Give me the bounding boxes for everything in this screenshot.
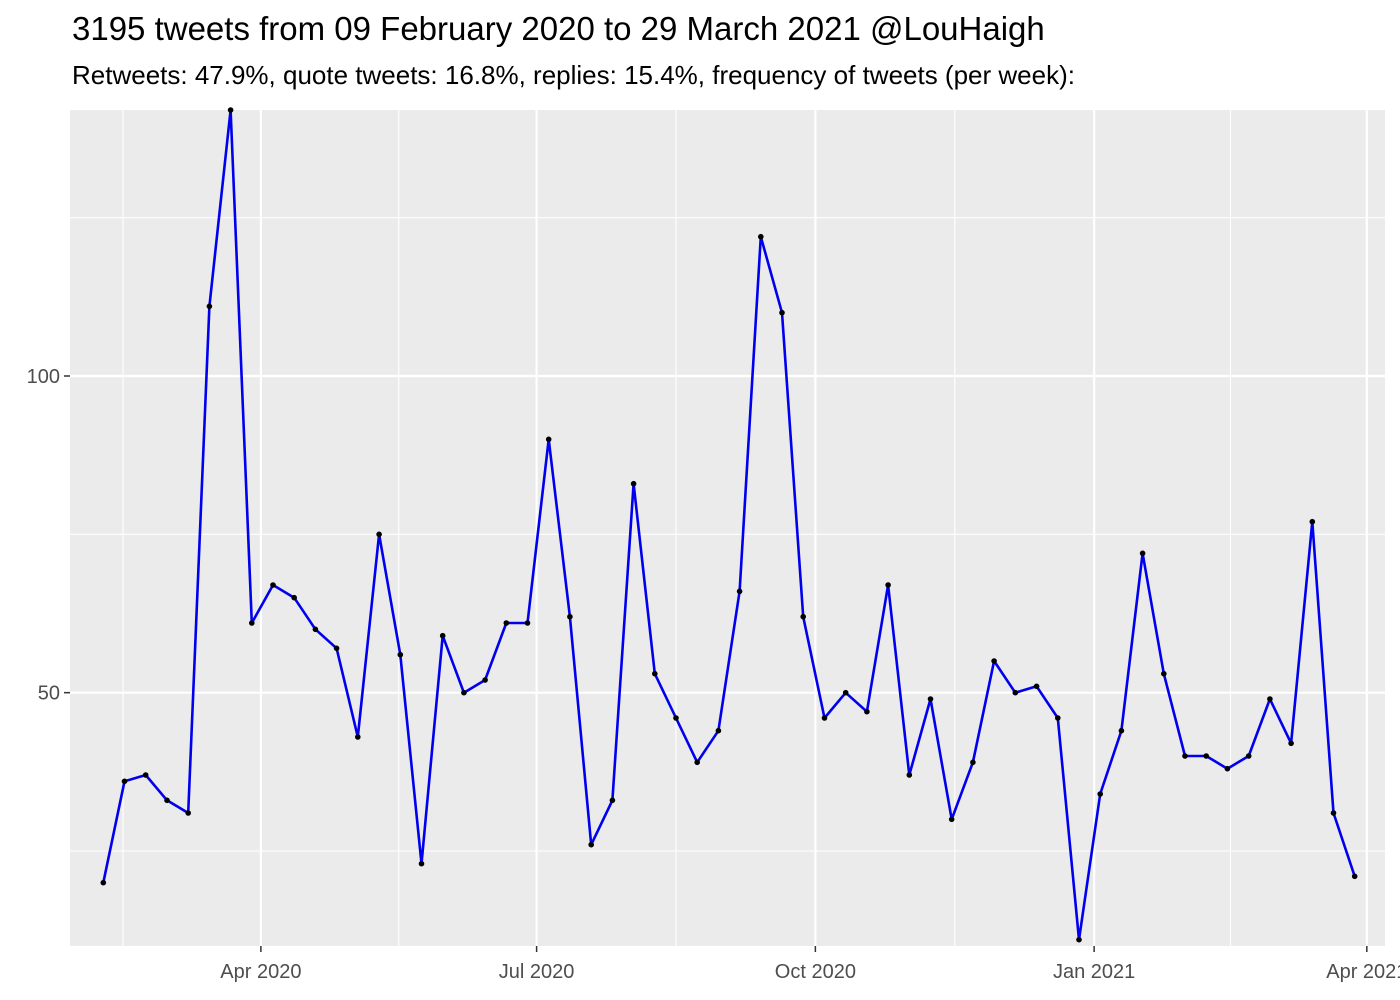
data-point — [1203, 753, 1209, 759]
data-point — [1055, 715, 1061, 721]
data-point — [991, 658, 997, 664]
plot-panel — [70, 110, 1385, 946]
data-point — [864, 708, 870, 715]
data-point — [355, 734, 361, 740]
data-point — [1224, 765, 1231, 772]
data-point — [821, 715, 828, 721]
data-point — [970, 759, 976, 766]
data-point — [927, 696, 934, 702]
data-point — [524, 620, 531, 626]
data-point — [1118, 727, 1125, 734]
data-point — [142, 772, 149, 778]
data-point — [249, 620, 255, 626]
data-point — [439, 632, 446, 639]
x-tick-label: Apr 2021 — [1326, 961, 1400, 983]
data-point — [906, 772, 913, 778]
data-point — [1033, 683, 1040, 690]
data-point — [312, 626, 319, 633]
data-point — [1245, 753, 1252, 759]
data-point — [100, 879, 107, 886]
data-point — [270, 582, 276, 588]
data-point — [842, 689, 849, 696]
data-point — [503, 620, 510, 626]
data-point — [567, 613, 573, 620]
data-point — [376, 531, 382, 538]
data-point — [694, 759, 700, 766]
data-point — [652, 670, 658, 677]
data-point — [800, 613, 806, 620]
data-point — [1288, 740, 1294, 747]
data-point — [1139, 550, 1146, 557]
data-point — [1309, 518, 1316, 525]
x-tick-label: Jul 2020 — [499, 961, 575, 983]
data-point — [1097, 791, 1103, 797]
x-tick-label: Jan 2021 — [1053, 961, 1135, 983]
chart-subtitle: Retweets: 47.9%, quote tweets: 16.8%, re… — [72, 60, 1075, 90]
series-line — [102, 108, 1356, 942]
data-point — [227, 107, 234, 113]
data-point — [164, 797, 170, 804]
axes: 50 100 Apr 2020 Jul 2020 Oct 2020 Jan 2021 Apr… — [27, 366, 1400, 983]
y-tick-label: 50 — [38, 683, 60, 705]
data-point — [397, 651, 404, 658]
data-point — [673, 715, 679, 721]
data-point — [630, 480, 637, 487]
data-point — [1076, 936, 1082, 943]
data-point — [291, 594, 298, 601]
data-point — [185, 810, 191, 816]
data-point — [206, 303, 213, 310]
data-point — [121, 778, 128, 785]
data-point — [758, 233, 764, 240]
data-point — [1267, 696, 1273, 702]
data-point — [779, 309, 785, 316]
minor-gridlines — [70, 110, 1385, 946]
data-point — [1012, 689, 1019, 696]
data-point — [736, 588, 743, 595]
data-point — [885, 582, 891, 588]
data-point — [609, 797, 616, 804]
chart-title: 3195 tweets from 09 February 2020 to 29 … — [72, 10, 1045, 47]
data-point — [715, 727, 722, 734]
data-point — [1161, 670, 1167, 677]
data-point — [545, 436, 552, 443]
data-point — [418, 860, 425, 867]
y-tick-label: 100 — [27, 366, 60, 388]
data-point — [461, 689, 467, 696]
data-point — [482, 677, 488, 683]
data-point — [588, 841, 594, 848]
x-tick-label: Oct 2020 — [775, 961, 856, 983]
series-layer — [100, 107, 1358, 943]
major-gridlines — [70, 110, 1385, 946]
data-point — [1182, 753, 1188, 759]
x-tick-label: Apr 2020 — [220, 961, 301, 983]
data-point — [1330, 810, 1337, 816]
data-point — [333, 645, 340, 652]
data-point — [948, 816, 955, 823]
data-point — [1351, 873, 1358, 880]
